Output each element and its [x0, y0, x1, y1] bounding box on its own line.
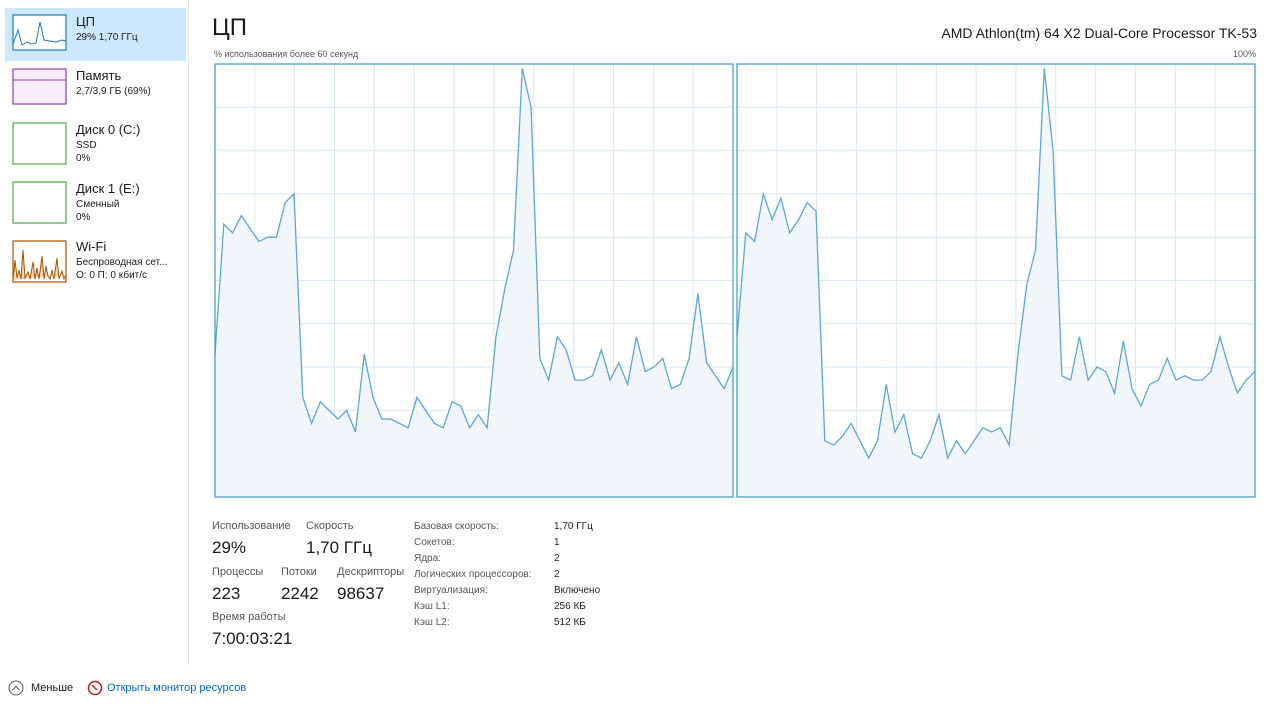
detail-label: Логических процессоров:: [414, 569, 532, 580]
sidebar-detail: О: 0 П: 0 кбит/с: [76, 270, 148, 281]
footer-icons: [8, 680, 103, 696]
thumb-wifi-line: [12, 249, 67, 281]
detail-label: Кэш L2:: [414, 617, 450, 628]
graph-max: 100%: [1232, 49, 1256, 59]
detail-label: Ядра:: [414, 553, 441, 564]
stat-label: Скорость: [306, 520, 354, 532]
sidebar-detail: 29% 1,70 ГГц: [76, 32, 138, 43]
cpu-graphs: [214, 63, 1256, 498]
monitor-icon[interactable]: [87, 680, 103, 696]
usage-line: [736, 68, 1256, 460]
less-button[interactable]: Меньше: [31, 682, 74, 694]
detail-label: Сокетов:: [414, 537, 455, 548]
sidebar-thumbnails: [12, 14, 67, 283]
sidebar-detail: 2,7/3,9 ГБ (69%): [76, 86, 151, 97]
usage-line: [214, 68, 734, 433]
stat-value: 7:00:03:21: [212, 629, 293, 648]
detail-value: 256 КБ: [554, 601, 586, 612]
sidebar-title: Диск 0 (C:): [76, 122, 141, 137]
detail-value: 1: [554, 537, 560, 548]
detail-value: 2: [554, 553, 560, 564]
sidebar-title: Диск 1 (E:): [76, 181, 140, 196]
detail-label: Кэш L1:: [414, 601, 450, 612]
monitor-icon-hand: [91, 684, 98, 691]
stat-label: Время работы: [212, 611, 286, 623]
usage-area: [215, 68, 733, 497]
less-icon[interactable]: [8, 680, 24, 696]
thumb-memory: [12, 68, 67, 105]
graph-border: [214, 63, 734, 498]
thumb-cpu-line: [12, 21, 67, 46]
detail-value: 2: [554, 569, 560, 580]
thumb-disk0: [12, 122, 67, 165]
stat-value: 98637: [337, 584, 385, 603]
sidebar-detail: 0%: [76, 153, 91, 164]
detail-value: 512 КБ: [554, 617, 586, 628]
detail-value: Включено: [554, 585, 601, 596]
stat-value: 2242: [281, 584, 319, 603]
sidebar-divider: [188, 0, 189, 665]
open-resource-monitor[interactable]: Открыть монитор ресурсов: [107, 682, 247, 694]
stat-label: Использование: [212, 520, 291, 532]
processor-name: AMD Athlon(tm) 64 X2 Dual-Core Processor…: [941, 25, 1257, 41]
detail-label: Базовая скорость:: [414, 521, 499, 532]
detail-value: 1,70 ГГц: [554, 521, 593, 532]
sidebar-title: Память: [76, 68, 122, 83]
stat-label: Потоки: [281, 566, 317, 578]
graph-border: [736, 63, 1256, 498]
thumb-disk1: [12, 181, 67, 224]
sidebar-detail: SSD: [76, 140, 97, 151]
sidebar-detail: 0%: [76, 212, 91, 223]
graph-caption: % использования более 60 секунд: [214, 49, 359, 59]
page-title: ЦП: [212, 14, 248, 41]
sidebar-title: ЦП: [76, 14, 95, 29]
usage-area: [737, 68, 1255, 497]
detail-label: Виртуализация:: [414, 585, 488, 596]
stat-label: Процессы: [212, 566, 264, 578]
sidebar-detail: Сменный: [76, 199, 120, 210]
sidebar-detail: Беспроводная сет...: [76, 257, 168, 268]
stat-value: 29%: [212, 538, 247, 557]
less-chevron: [12, 685, 20, 691]
stat-value: 1,70 ГГц: [306, 538, 372, 557]
sidebar-title: Wi-Fi: [76, 239, 107, 254]
stat-label: Дескрипторы: [337, 566, 405, 578]
stat-value: 223: [212, 584, 241, 603]
